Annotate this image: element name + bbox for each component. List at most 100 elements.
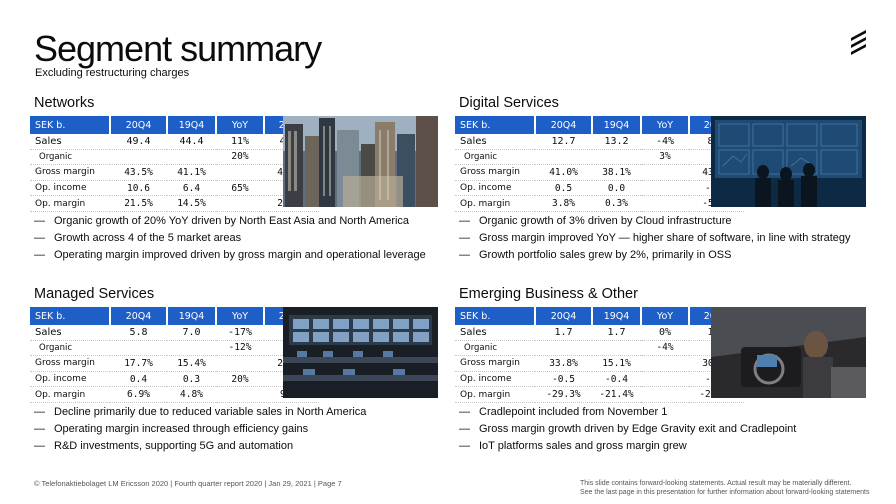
row-label: Organic [30,340,110,357]
table-header-row: SEK b.20Q419Q4YoY20Q3 [455,116,745,134]
row-label: Op. margin [455,195,535,212]
table-cell: 20% [216,149,264,166]
segment-table: SEK b.20Q419Q4YoY20Q3Sales1.71.70%1.6Org… [455,307,745,403]
table-cell: 43.5% [110,164,167,181]
row-label: Op. margin [455,386,535,403]
table-cell [535,340,592,357]
table-cell: 0% [641,325,689,341]
table-cell: 1.7 [592,325,641,341]
table-header-cell: 19Q4 [592,116,642,134]
bullet-item: Organic growth of 3% driven by Cloud inf… [459,213,851,230]
segment-title: Digital Services [459,95,559,111]
table-cell: 0.5 [535,180,592,197]
table-cell [641,355,689,372]
table-header-cell: 20Q4 [535,116,593,134]
bullet-item: Growth across 4 of the 5 market areas [34,230,426,247]
table-cell: 6.4 [167,180,216,197]
table-cell: 15.4% [167,355,216,372]
table-cell: -12% [216,340,264,357]
table-cell [216,195,264,212]
table-row: Op. income-0.5-0.4-0.5 [455,371,744,388]
bullet-list: Organic growth of 3% driven by Cloud inf… [459,213,851,264]
table-cell [641,386,689,403]
row-label: Gross margin [455,164,535,181]
row-label: Organic [30,149,110,166]
table-cell: -0.4 [592,371,641,388]
table-cell: 20% [216,371,264,388]
table-header-cell: 20Q4 [535,307,593,325]
table-cell [216,386,264,403]
table-cell: 17.7% [110,355,167,372]
table-cell: 21.5% [110,195,167,212]
table-cell [641,195,689,212]
segment-table: SEK b.20Q419Q4YoY20Q3Sales12.713.2-4%8.7… [455,116,745,212]
segment-title: Managed Services [34,286,155,302]
row-label: Sales [30,325,110,341]
row-label: Op. margin [30,195,110,212]
row-label: Gross margin [30,164,110,181]
table-cell: 0.4 [110,371,167,388]
table-cell: -17% [216,325,264,341]
table-cell: 1.7 [535,325,592,341]
table-cell: 7.0 [167,325,216,341]
bullet-list: Decline primarily due to reduced variabl… [34,404,366,455]
row-label: Op. income [30,180,110,197]
table-header-cell: 19Q4 [167,116,217,134]
table-header-cell: YoY [641,307,690,325]
table-cell: 3.8% [535,195,592,212]
table-cell: 6.9% [110,386,167,403]
table-cell: 10.6 [110,180,167,197]
bullet-item: Growth portfolio sales grew by 2%, prima… [459,247,851,264]
table-cell: 14.5% [167,195,216,212]
table-header-cell: YoY [216,116,265,134]
table-cell: 0.3 [167,371,216,388]
table-header-cell: SEK b. [455,116,536,134]
bullet-item: Decline primarily due to reduced variabl… [34,404,366,421]
table-cell [641,164,689,181]
table-cell: 41.1% [167,164,216,181]
table-cell: -29.3% [535,386,592,403]
table-row: Organic 20% [30,149,319,166]
operations-center-photo [283,307,438,398]
table-header-cell: 20Q4 [110,307,168,325]
table-row: Organic -4% [455,340,744,357]
table-cell: 41.0% [535,164,592,181]
table-cell: 13.2 [592,134,641,150]
table-cell [167,340,216,357]
table-row: Organic 3% [455,149,744,166]
segment-title: Emerging Business & Other [459,286,638,302]
table-cell: -21.4% [592,386,641,403]
bullet-item: Operating margin increased through effic… [34,421,366,438]
table-cell: 3% [641,149,689,166]
car-dashboard-photo [711,307,866,398]
table-header-row: SEK b.20Q419Q4YoY20Q3 [30,307,320,325]
table-cell [110,149,167,166]
table-cell [641,371,689,388]
table-header-cell: YoY [216,307,265,325]
table-row: Organic -12% [30,340,319,357]
table-cell: 15.1% [592,355,641,372]
table-header-cell: 19Q4 [592,307,642,325]
row-label: Organic [455,149,535,166]
table-header-row: SEK b.20Q419Q4YoY20Q3 [455,307,745,325]
table-cell [216,164,264,181]
bullet-item: Gross margin growth driven by Edge Gravi… [459,421,796,438]
bullet-item: R&D investments, supporting 5G and autom… [34,438,366,455]
bullet-list: Cradlepoint included from November 1Gros… [459,404,796,455]
table-cell [216,355,264,372]
row-label: Op. margin [30,386,110,403]
disclaimer-line: See the last page in this presentation f… [580,489,870,496]
row-label: Sales [455,325,535,341]
table-header-cell: SEK b. [30,307,111,325]
table-cell: 0.3% [592,195,641,212]
table-cell [535,149,592,166]
